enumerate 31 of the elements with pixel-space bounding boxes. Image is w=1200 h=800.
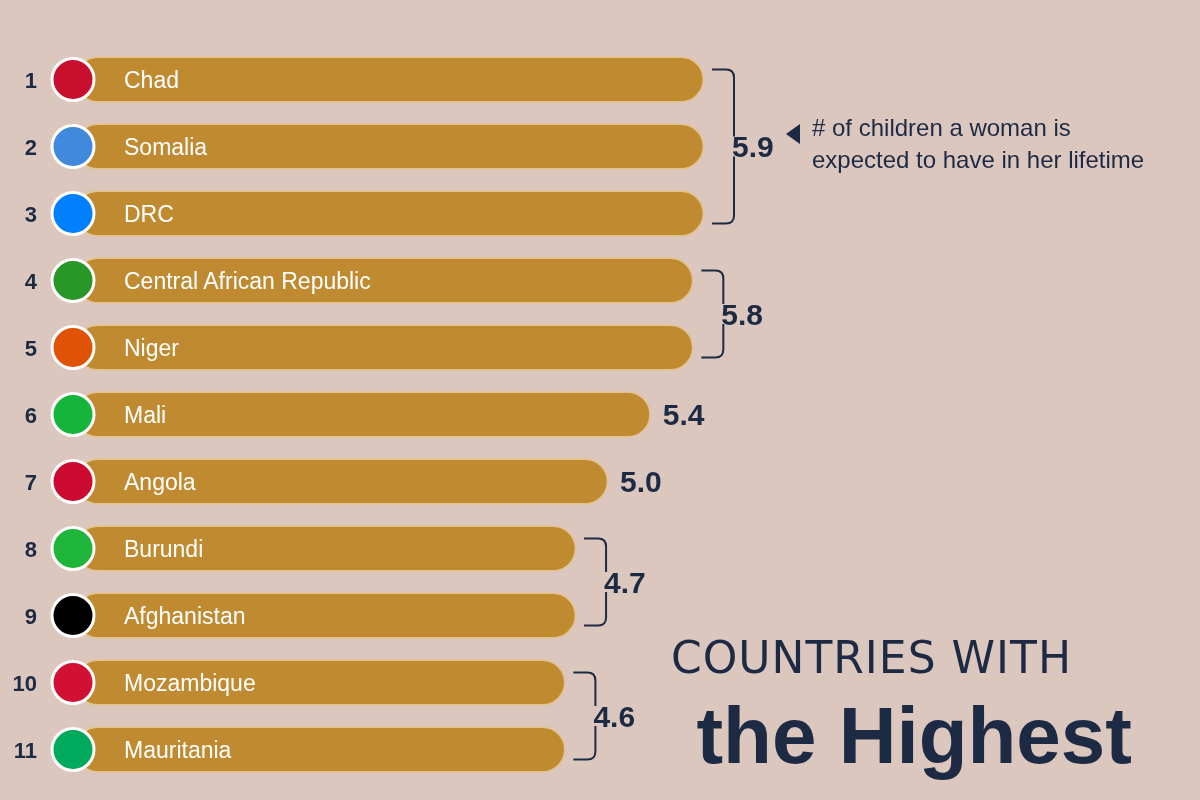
text: 11 bbox=[13, 737, 37, 763]
y-tick-label: Mali bbox=[124, 401, 167, 428]
y-tick-label: Niger bbox=[124, 334, 180, 361]
y-tick-label: DRC bbox=[124, 200, 174, 227]
text: 6 bbox=[24, 402, 37, 428]
y-tick-label: Central African Republic bbox=[124, 267, 371, 294]
text: 4 bbox=[24, 268, 38, 294]
data-label: 4.6 bbox=[593, 699, 636, 733]
data-label: 5.4 bbox=[662, 398, 705, 431]
text: # of children a woman is expected to have in her lifetime bbox=[812, 113, 1146, 175]
y-tick-label: Burundi bbox=[124, 535, 204, 562]
text: 1 bbox=[24, 67, 37, 93]
text: COUNTRIES WITH bbox=[670, 632, 1072, 683]
text: 9 bbox=[24, 603, 37, 629]
text: 8 bbox=[24, 536, 37, 562]
y-tick-label: Afghanistan bbox=[124, 602, 246, 629]
data-label: 5.8 bbox=[721, 297, 764, 331]
data-label: 5.9 bbox=[732, 130, 774, 163]
y-tick-label: Somalia bbox=[124, 133, 208, 160]
text: 5 bbox=[24, 335, 37, 361]
text: 3 bbox=[24, 201, 37, 227]
text: 10 bbox=[12, 670, 37, 696]
y-tick-label: Mauritania bbox=[124, 736, 232, 763]
text: 2 bbox=[24, 134, 37, 160]
data-label: 4.7 bbox=[604, 565, 646, 599]
text: the Highest bbox=[696, 690, 1132, 782]
text: 7 bbox=[24, 469, 37, 495]
data-label: 5.0 bbox=[620, 465, 662, 498]
y-tick-label: Angola bbox=[124, 468, 196, 495]
y-tick-label: Mozambique bbox=[124, 669, 256, 696]
y-tick-label: Chad bbox=[124, 66, 179, 93]
